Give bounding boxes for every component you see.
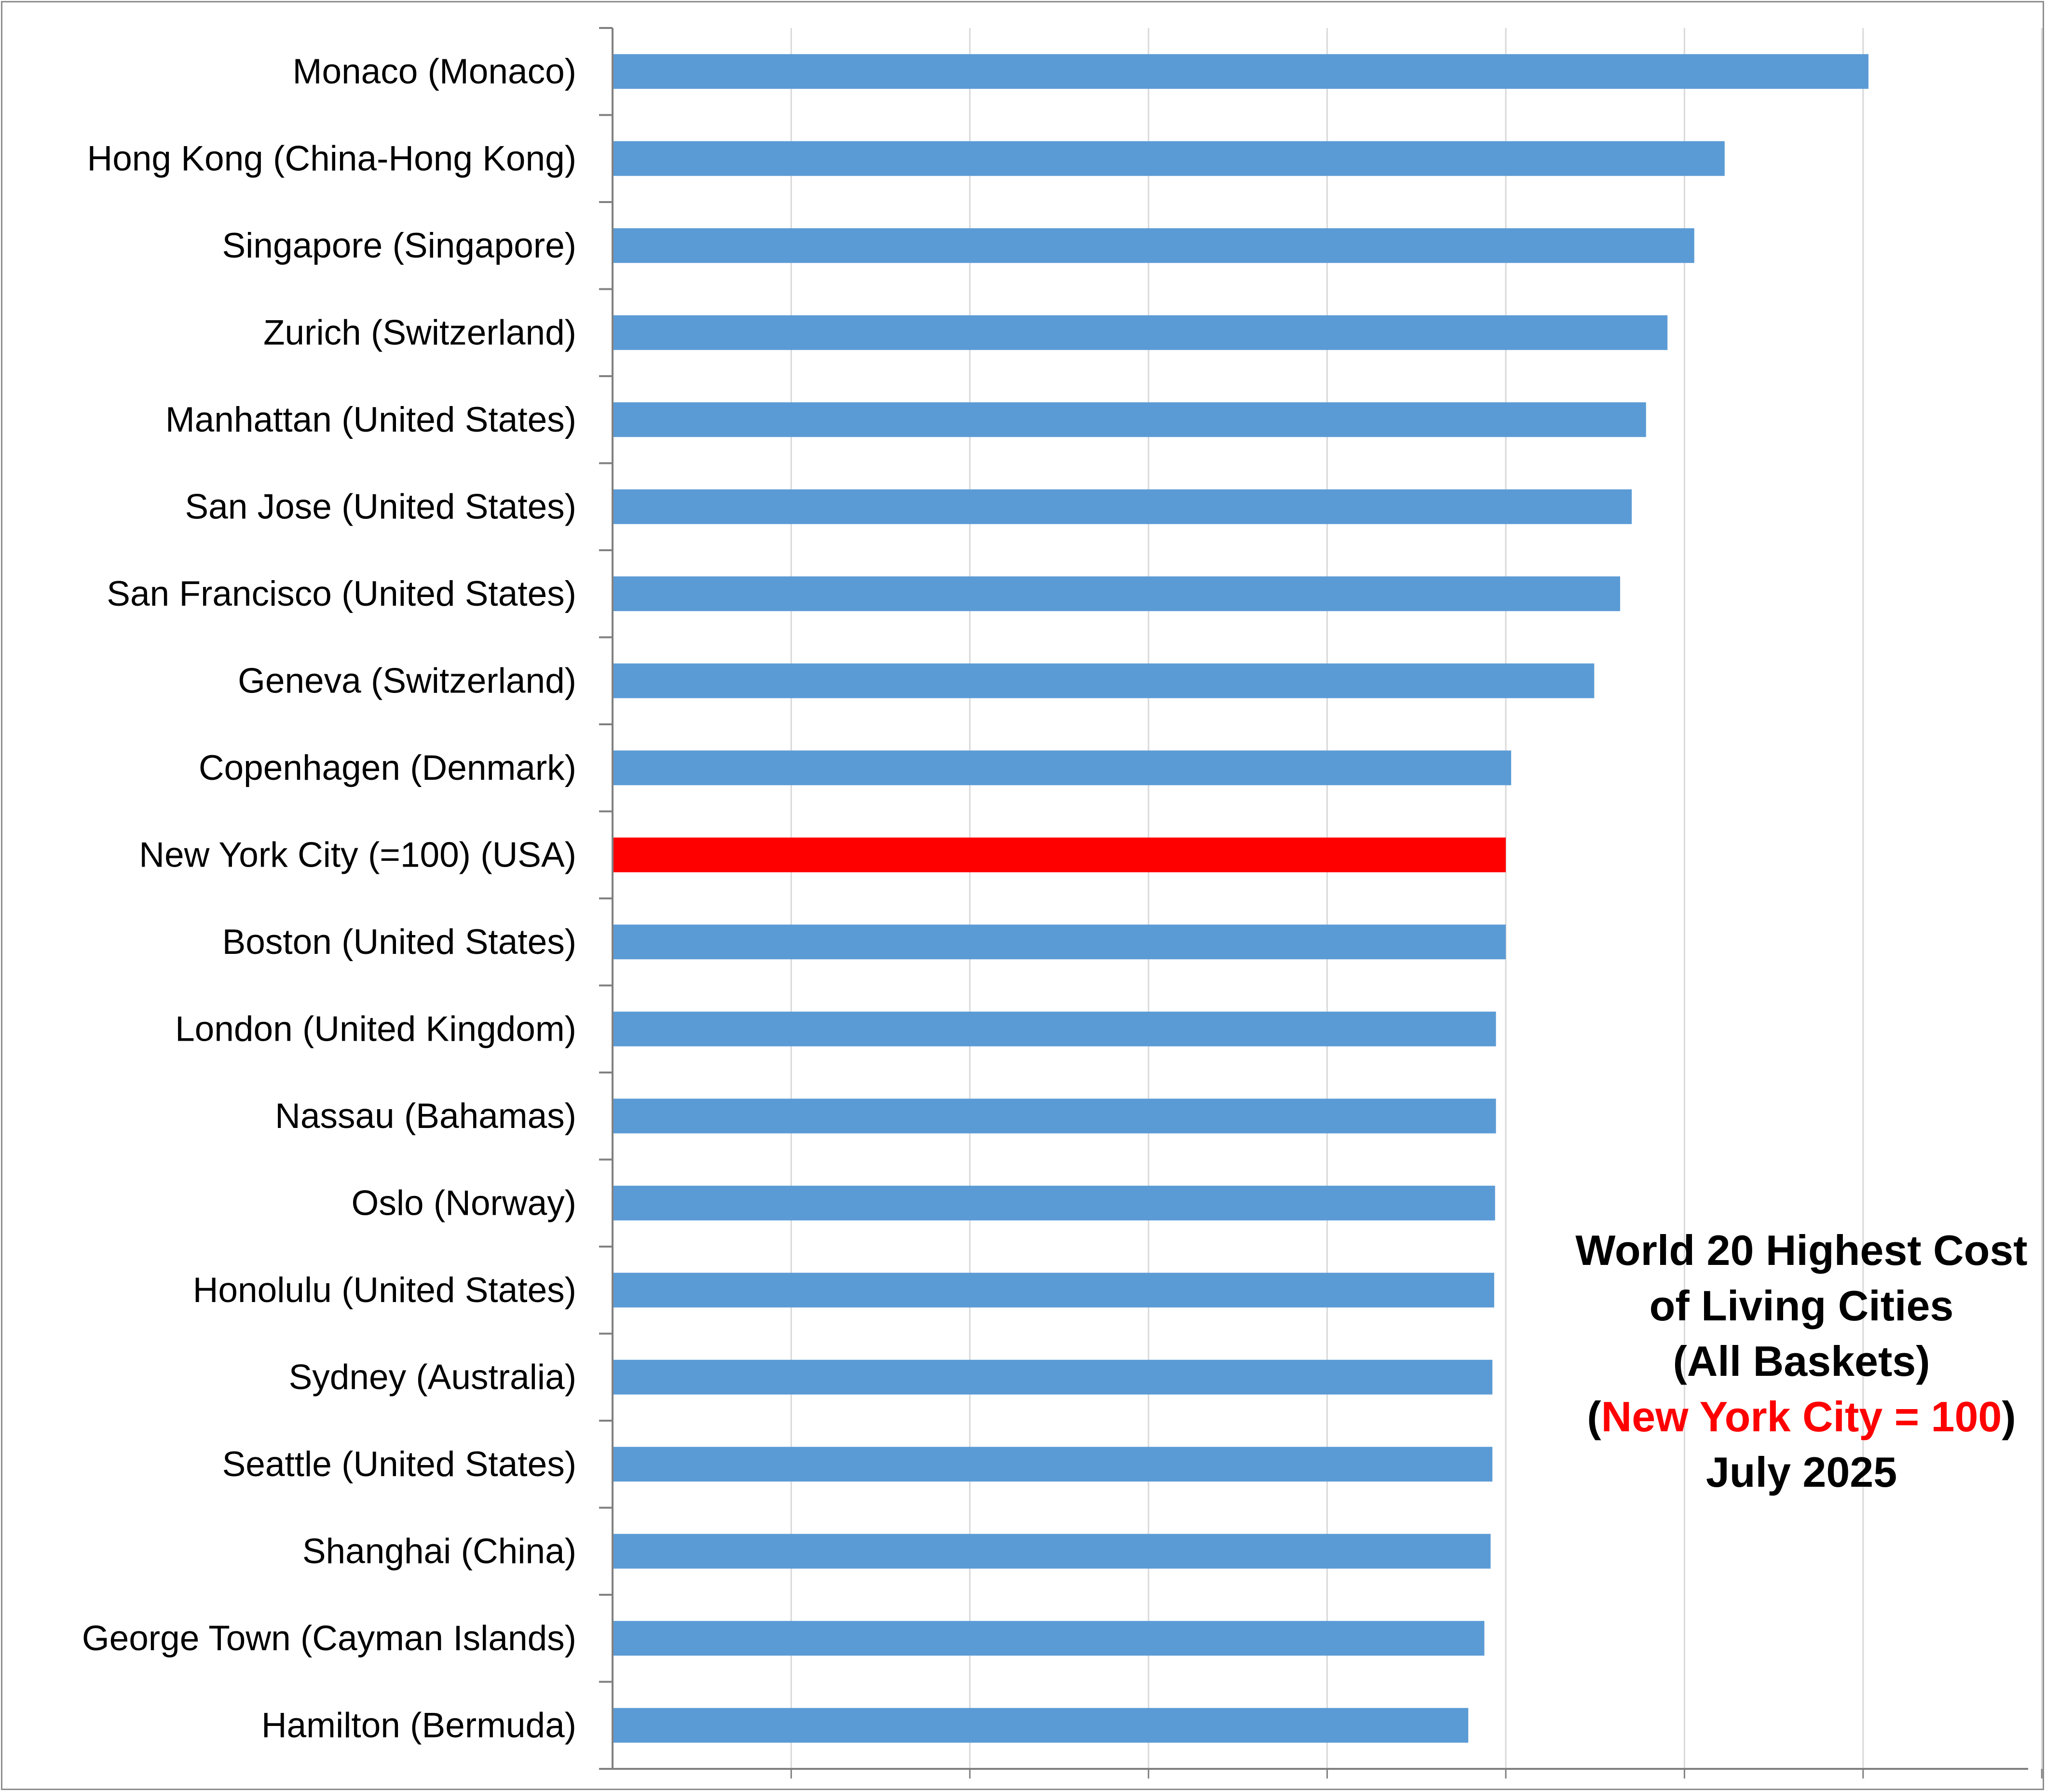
title-line-3: (All Baskets)	[1673, 1337, 1930, 1385]
bar	[613, 1359, 1493, 1395]
title-line-1: World 20 Highest Cost	[1575, 1226, 2028, 1274]
category-label: Manhattan (United States)	[165, 400, 576, 439]
category-label: San Jose (United States)	[185, 487, 576, 526]
bar	[613, 1534, 1491, 1569]
subtitle-line: (New York City = 100)	[1519, 1389, 2046, 1444]
category-label: Seattle (United States)	[222, 1445, 576, 1484]
category-label: New York City (=100) (USA)	[139, 835, 576, 874]
bar	[613, 750, 1512, 786]
bars	[613, 54, 1869, 1743]
bar	[613, 315, 1668, 350]
gridlines	[790, 28, 2043, 1769]
bar	[613, 1011, 1496, 1046]
category-label: Honolulu (United States)	[193, 1271, 576, 1310]
subtitle-suffix: )	[2002, 1393, 2016, 1440]
category-label: Geneva (Switzerland)	[238, 661, 576, 700]
chart-date: July 2025	[1705, 1448, 1897, 1496]
category-label: Nassau (Bahamas)	[275, 1097, 576, 1136]
category-label: Singapore (Singapore)	[222, 226, 576, 265]
chart-title: World 20 Highest Cost of Living Cities (…	[1519, 1222, 2046, 1500]
bar	[613, 1621, 1485, 1656]
category-label: Zurich (Switzerland)	[263, 313, 576, 352]
bar	[613, 228, 1694, 263]
title-line-2: of Living Cities	[1649, 1282, 1954, 1330]
bar	[613, 1708, 1469, 1743]
category-label: Hamilton (Bermuda)	[261, 1706, 576, 1745]
category-label: Sydney (Australia)	[289, 1358, 576, 1397]
bar	[613, 141, 1725, 176]
category-labels: Monaco (Monaco) Hong Kong (China-Hong Kon…	[82, 52, 576, 1745]
category-label: San Francisco (United States)	[107, 574, 576, 613]
bar	[613, 54, 1869, 89]
bar	[613, 1099, 1496, 1134]
bar	[613, 1447, 1493, 1482]
bar	[613, 663, 1595, 698]
bar	[613, 1273, 1494, 1308]
category-label: Boston (United States)	[222, 923, 576, 962]
category-label: Monaco (Monaco)	[293, 52, 576, 91]
category-label: Oslo (Norway)	[352, 1183, 576, 1222]
category-label: George Town (Cayman Islands)	[82, 1619, 576, 1658]
category-label: London (United Kingdom)	[175, 1009, 576, 1048]
bar	[613, 489, 1632, 524]
category-label: Shanghai (China)	[302, 1532, 576, 1571]
bar-highlight	[613, 837, 1506, 872]
bar	[613, 402, 1646, 437]
bar	[613, 924, 1506, 960]
subtitle-prefix: (	[1587, 1393, 1601, 1440]
category-axis	[599, 27, 2043, 1778]
category-label: Copenhagen (Denmark)	[199, 748, 576, 787]
bar	[613, 576, 1621, 611]
subtitle-highlight: New York City = 100	[1601, 1393, 2002, 1440]
bar	[613, 1185, 1495, 1221]
category-label: Hong Kong (China-Hong Kong)	[87, 139, 576, 178]
